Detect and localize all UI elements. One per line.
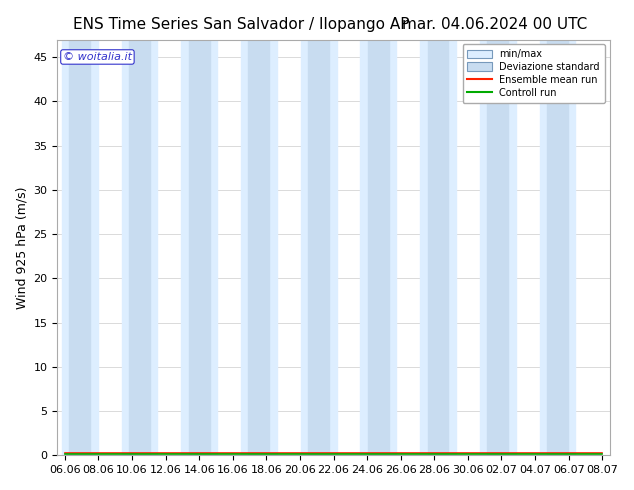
Bar: [547, 40, 568, 455]
Text: © woitalia.it: © woitalia.it: [63, 52, 132, 62]
Bar: [129, 40, 150, 455]
Bar: [480, 40, 515, 455]
Bar: [360, 40, 396, 455]
Bar: [249, 40, 269, 455]
Bar: [189, 40, 210, 455]
Y-axis label: Wind 925 hPa (m/s): Wind 925 hPa (m/s): [15, 186, 28, 309]
Bar: [540, 40, 576, 455]
Bar: [420, 40, 456, 455]
Bar: [301, 40, 337, 455]
Bar: [368, 40, 389, 455]
Bar: [308, 40, 329, 455]
Bar: [181, 40, 217, 455]
Legend: min/max, Deviazione standard, Ensemble mean run, Controll run: min/max, Deviazione standard, Ensemble m…: [463, 45, 605, 103]
Text: ENS Time Series San Salvador / Ilopango AP: ENS Time Series San Salvador / Ilopango …: [73, 17, 409, 32]
Bar: [488, 40, 508, 455]
Text: mar. 04.06.2024 00 UTC: mar. 04.06.2024 00 UTC: [402, 17, 587, 32]
Bar: [122, 40, 157, 455]
Bar: [62, 40, 98, 455]
Bar: [427, 40, 448, 455]
Bar: [69, 40, 90, 455]
Bar: [241, 40, 277, 455]
